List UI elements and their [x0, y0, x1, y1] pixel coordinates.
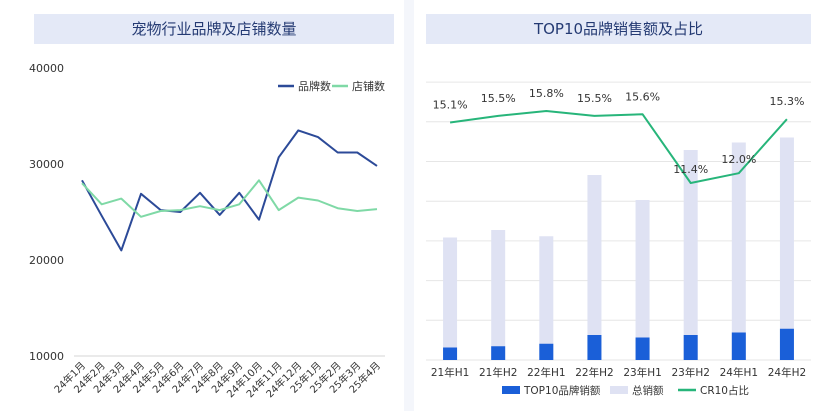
top10-sales-bar	[443, 347, 458, 360]
total-sales-bar	[491, 230, 506, 360]
cr10-data-label: 11.4%	[673, 163, 708, 176]
top10-sales-bar	[683, 335, 698, 360]
total-sales-bar	[635, 200, 650, 360]
total-sales-bar	[683, 150, 698, 360]
cr10-data-label: 15.6%	[625, 90, 660, 103]
right-chart-title: TOP10品牌销售额及占比	[426, 14, 811, 44]
legend-label: 店铺数	[352, 79, 385, 93]
x-tick-label: 22年H1	[527, 366, 565, 379]
top10-sales-bar	[731, 332, 746, 360]
store-count-line	[81, 179, 378, 218]
total-sales-bar	[539, 236, 554, 360]
brand-count-line	[81, 129, 378, 252]
legend-swatch	[502, 386, 520, 394]
legend-label: 总销额	[632, 384, 664, 397]
top10-sales-panel: TOP10品牌销售额及占比 15.1% 15.5% 15.8% 15.5% 15.6% 1…	[414, 0, 820, 411]
y-tick-label: 30000	[29, 158, 64, 171]
x-tick-label: 22年H2	[575, 366, 613, 379]
cr10-data-label: 15.8%	[529, 87, 564, 100]
y-tick-label: 20000	[29, 254, 64, 267]
cr10-share-line	[449, 110, 788, 184]
legend-label: TOP10品牌销额	[523, 384, 601, 397]
cr10-data-label: 12.0%	[721, 153, 756, 166]
x-tick-label: 24年H1	[720, 366, 758, 379]
x-tick-label: 24年H2	[768, 366, 806, 379]
top10-sales-bar	[587, 335, 602, 360]
y-tick-label: 10000	[29, 350, 64, 363]
left-chart-title: 宠物行业品牌及店铺数量	[34, 14, 394, 44]
cr10-data-label: 15.5%	[577, 92, 612, 105]
x-tick-label: 23年H2	[671, 366, 709, 379]
top10-sales-bar	[635, 337, 650, 360]
cr10-data-label: 15.5%	[481, 92, 516, 105]
total-sales-bar	[443, 237, 458, 360]
top10-sales-bar	[539, 343, 554, 360]
brand-store-line-chart: 1000020000300004000024年1月24年2月24年3月24年4月…	[29, 62, 385, 400]
x-tick-label: 23年H1	[623, 366, 661, 379]
total-sales-bar	[779, 137, 794, 360]
cr10-data-label: 15.1%	[433, 98, 468, 111]
top10-sales-bar-chart: 15.1% 15.5% 15.8% 15.5% 15.6% 11.4% 12.0% 15.3%…	[426, 81, 811, 397]
y-tick-label: 40000	[29, 62, 64, 75]
brand-store-count-panel: 宠物行业品牌及店铺数量 10000 20000 30000 40000 24年1月 24年…	[0, 0, 404, 411]
legend-swatch	[610, 386, 628, 394]
x-tick-label: 21年H1	[431, 366, 469, 379]
top10-sales-bar	[491, 346, 506, 360]
top10-sales-bar	[779, 328, 794, 360]
total-sales-bar	[731, 142, 746, 360]
x-tick-label: 21年H2	[479, 366, 517, 379]
legend-label: CR10占比	[700, 384, 749, 397]
cr10-data-label: 15.3%	[769, 95, 804, 108]
legend-label: 品牌数	[298, 79, 331, 93]
total-sales-bar	[587, 175, 602, 360]
